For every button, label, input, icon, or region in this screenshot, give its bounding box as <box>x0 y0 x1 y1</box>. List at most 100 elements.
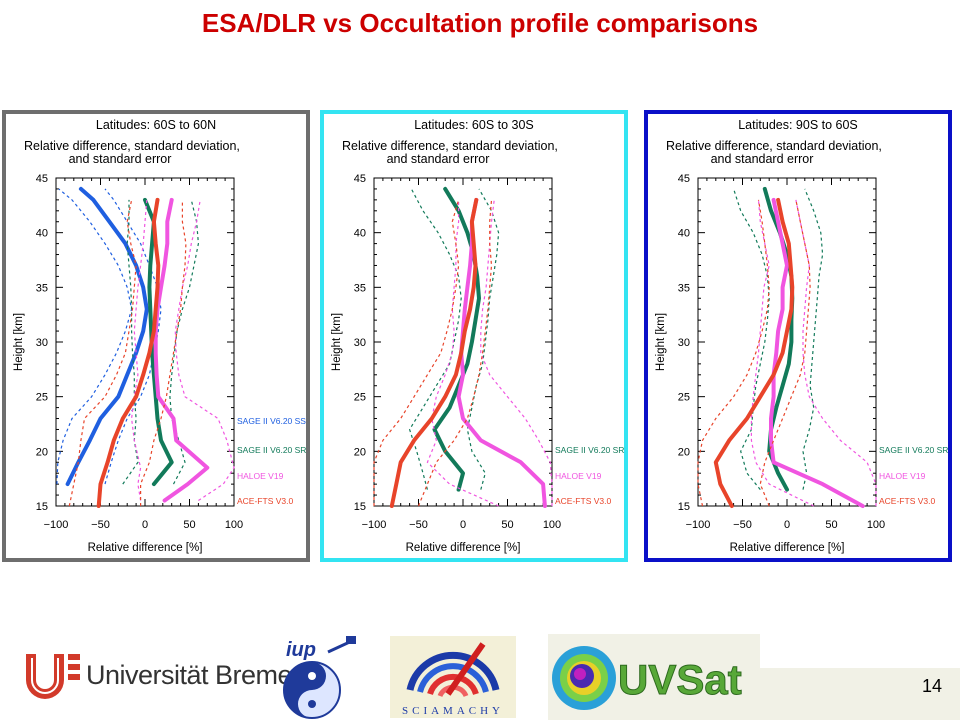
x-tick-label: 0 <box>142 519 148 531</box>
y-tick-label: 40 <box>36 228 48 240</box>
chart-subtitle-line: and standard error <box>69 152 172 166</box>
sciamachy-logo-icon: SCIAMACHY <box>390 636 516 718</box>
series-lower-bound <box>426 199 499 507</box>
sciamachy-label: SCIAMACHY <box>402 705 504 717</box>
panel-border <box>644 110 952 562</box>
series-upper-bound <box>480 199 553 506</box>
legend-entry: SAGE II V6.20 SR <box>555 445 624 455</box>
y-tick-label: 35 <box>36 282 48 294</box>
y-tick-label: 40 <box>354 228 366 240</box>
page-number: 14 <box>921 676 942 696</box>
chart-subtitle-line: Relative difference, standard deviation, <box>666 139 882 153</box>
x-tick-label: 50 <box>501 519 513 531</box>
series-upper-bound <box>140 199 187 506</box>
chart-subtitle-line: and standard error <box>711 152 814 166</box>
y-tick-label: 30 <box>354 337 366 349</box>
series-mean-line <box>389 197 479 508</box>
series-upper-bound <box>466 188 500 490</box>
series-lower-bound <box>733 188 770 490</box>
x-tick-label: 50 <box>825 519 837 531</box>
chart-svg: Latitudes: 90S to 60S Relative difference… <box>644 110 952 562</box>
x-tick-label: −100 <box>686 519 711 531</box>
x-tick-label: 50 <box>183 519 195 531</box>
series-upper-bound <box>759 199 811 507</box>
series-upper-bound <box>795 199 877 506</box>
legend-entry: HALOE V19 <box>879 471 926 481</box>
y-tick-label: 25 <box>678 392 690 404</box>
y-tick-label: 45 <box>36 173 48 185</box>
chart-subtitle-line: and standard error <box>387 152 490 166</box>
y-tick-label: 20 <box>354 446 366 458</box>
series-lower-bound <box>373 199 460 506</box>
chart-panel-polar-south: Latitudes: 90S to 60S Relative difference… <box>644 110 952 562</box>
page-title: ESA/DLR vs Occultation profile compariso… <box>201 8 759 38</box>
series-upper-bound <box>104 188 162 485</box>
series-mean-line <box>769 197 865 508</box>
x-axis-label: Relative difference [%] <box>406 542 521 554</box>
x-tick-label: −100 <box>362 519 387 531</box>
x-axis-label: Relative difference [%] <box>88 542 203 554</box>
y-axis-label: Height [km] <box>13 313 25 371</box>
x-tick-label: −50 <box>409 519 428 531</box>
x-tick-label: −50 <box>91 519 110 531</box>
uvsat-label: UVSat <box>618 656 742 703</box>
y-tick-label: 40 <box>678 228 690 240</box>
y-tick-label: 20 <box>36 446 48 458</box>
chart-svg: Latitudes: 60S to 60N Relative difference… <box>2 110 310 562</box>
series-lower-bound <box>68 199 137 507</box>
y-tick-label: 35 <box>678 282 690 294</box>
y-tick-label: 35 <box>354 282 366 294</box>
legend-entry: HALOE V19 <box>555 471 602 481</box>
y-tick-label: 30 <box>36 337 48 349</box>
legend-entry: ACE-FTS V3.0 <box>237 496 293 506</box>
series-upper-bound <box>802 188 824 490</box>
chart-title: Latitudes: 60S to 60N <box>96 118 216 132</box>
y-tick-label: 45 <box>354 173 366 185</box>
y-tick-label: 15 <box>354 501 366 513</box>
x-tick-label: 100 <box>225 519 243 531</box>
x-tick-label: 100 <box>543 519 561 531</box>
university-name: Universität Bremen* <box>86 660 315 690</box>
uvsat-logo-icon: UVSat <box>548 634 760 720</box>
x-tick-label: 0 <box>784 519 790 531</box>
series-lower-bound <box>122 199 139 485</box>
chart-subtitle-line: Relative difference, standard deviation, <box>24 139 240 153</box>
legend-entry: ACE-FTS V3.0 <box>879 496 935 506</box>
chart-panel-midlatitude-south: Latitudes: 60S to 30S Relative difference… <box>320 110 628 562</box>
y-tick-label: 15 <box>678 501 690 513</box>
y-tick-label: 25 <box>36 392 48 404</box>
x-axis-label: Relative difference [%] <box>730 542 845 554</box>
y-tick-label: 25 <box>354 392 366 404</box>
iup-logo-icon: iup <box>283 636 356 719</box>
chart-subtitle-line: Relative difference, standard deviation, <box>342 139 558 153</box>
chart-title: Latitudes: 90S to 60S <box>738 118 858 132</box>
series-mean-line <box>713 197 795 508</box>
footer-strip <box>760 668 960 720</box>
series-lower-bound <box>56 188 133 485</box>
y-tick-label: 45 <box>678 173 690 185</box>
series-mean-line <box>65 186 149 487</box>
x-tick-label: −50 <box>733 519 752 531</box>
y-axis-label: Height [km] <box>331 313 343 371</box>
legend-entry: HALOE V19 <box>237 471 284 481</box>
series-upper-bound <box>417 199 493 507</box>
y-tick-label: 15 <box>36 501 48 513</box>
x-tick-label: −100 <box>44 519 69 531</box>
series-mean-line <box>432 186 481 492</box>
universitaet-bremen-logo-icon <box>26 654 80 699</box>
series-lower-bound <box>697 199 770 507</box>
legend-entry: SAGE II V6.20 SR <box>237 445 306 455</box>
x-tick-label: 0 <box>460 519 466 531</box>
y-axis-label: Height [km] <box>655 313 667 371</box>
series-lower-bound <box>130 199 148 501</box>
series-upper-bound <box>174 199 235 502</box>
chart-panel-global: Latitudes: 60S to 60N Relative difference… <box>2 110 310 562</box>
legend-entry: ACE-FTS V3.0 <box>555 496 611 506</box>
y-tick-label: 30 <box>678 337 690 349</box>
chart-svg: Latitudes: 60S to 30S Relative difference… <box>320 110 628 562</box>
x-tick-label: 100 <box>867 519 885 531</box>
y-tick-label: 20 <box>678 446 690 458</box>
legend-entry: SAGE II V6.20 SS <box>237 416 306 426</box>
series-mean-line <box>96 197 161 508</box>
iup-label: iup <box>286 639 316 661</box>
